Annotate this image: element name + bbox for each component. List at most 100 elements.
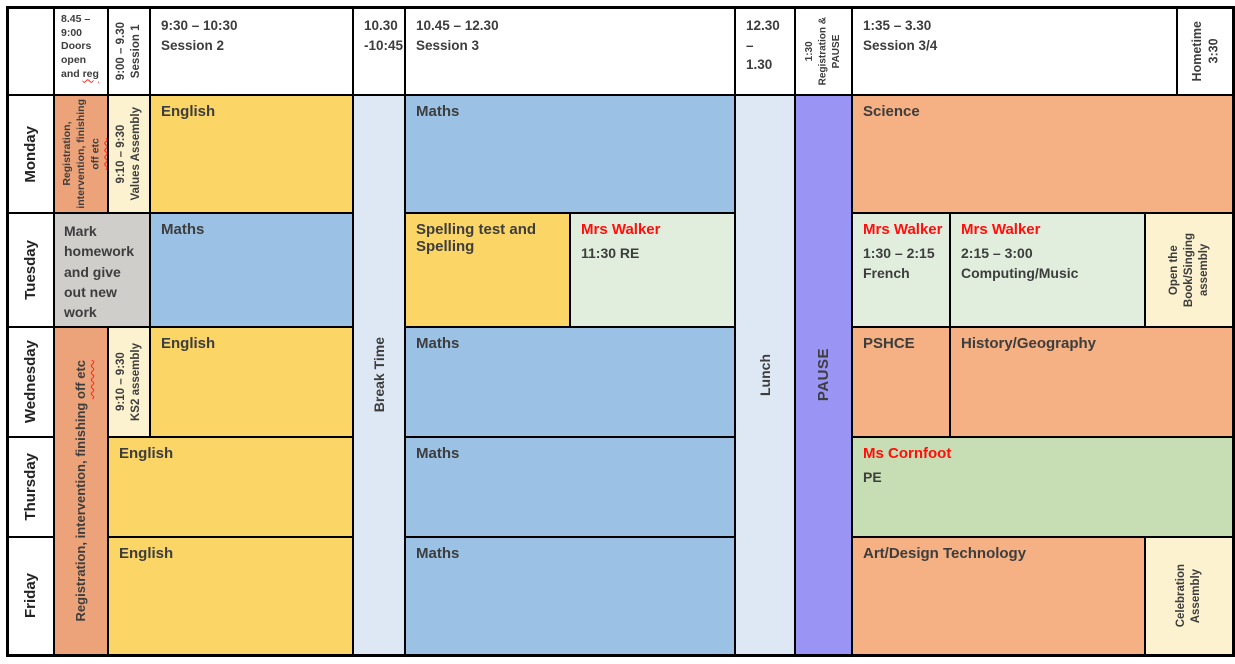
tuesday-french-time: 1:30 – 2:15 [863, 245, 935, 261]
header-session3: 10.45 – 12.30 Session 3 [405, 8, 735, 95]
cell-wednesday-history-geography: History/Geography [950, 327, 1233, 437]
wednesday-session34b-subject: History/Geography [961, 335, 1097, 352]
header-break-time-line2: -10:45 [364, 37, 404, 53]
wednesday-session2-subject: English [161, 335, 216, 352]
column-lunch: Lunch [735, 95, 795, 655]
cell-tuesday-open-the-book-assembly: Open the Book/Singing assembly [1145, 213, 1233, 327]
row-label-monday: Monday [8, 95, 54, 213]
header-session1-time: 9:00 – 9.30 [115, 22, 128, 81]
wed-fri-registration-misspelled: off etc [72, 360, 88, 400]
friday-session12-subject: English [119, 545, 174, 562]
tuesday-label: Tuesday [22, 240, 40, 300]
header-corner-blank [8, 8, 54, 95]
tuesday-computing-time: 2:15 – 3:00 [961, 245, 1033, 261]
wed-fri-registration-text: Registration, intervention, finishing [72, 402, 88, 622]
tuesday-morning-task-text: Mark homework and give out new work [64, 223, 135, 321]
tuesday-session2-subject: Maths [161, 221, 205, 238]
monday-session3-subject: Maths [416, 103, 460, 120]
header-session34-time: 1:35 – 3.30 [863, 18, 932, 33]
header-session1: 9:00 – 9.30 Session 1 [108, 8, 150, 95]
header-session2-time: 9:30 – 10:30 [161, 18, 238, 33]
header-hometime-label: Hometime [1189, 21, 1204, 82]
thursday-session3-subject: Maths [416, 445, 460, 462]
header-session3-label: Session 3 [416, 37, 480, 53]
cell-tuesday-morning-task: Mark homework and give out new work [54, 213, 150, 327]
header-lunch-time-line2: 1.30 [746, 57, 773, 73]
header-pause-label-line1: Registration & [817, 17, 829, 86]
wednesday-assembly-time: 9:10 – 9:30 [115, 352, 128, 412]
friday-label: Friday [22, 573, 40, 619]
row-label-tuesday: Tuesday [8, 213, 54, 327]
tuesday-computing-subject: Computing/Music [961, 265, 1079, 282]
cell-monday-registration: Registration, intervention, finishing of… [54, 95, 108, 213]
cell-wednesday-pshce: PSHCE [852, 327, 950, 437]
tuesday-french-teacher: Mrs Walker [863, 221, 943, 238]
tuesday-assembly-line1: Open the [1167, 245, 1180, 295]
header-lunch: 12.30 – 1.30 [735, 8, 795, 95]
monday-assembly-time: 9:10 – 9:30 [115, 124, 128, 184]
thursday-label: Thursday [22, 453, 40, 521]
row-label-wednesday: Wednesday [8, 327, 54, 437]
lunch-label: Lunch [756, 354, 773, 396]
monday-registration-line1: Registration, [60, 121, 73, 187]
cell-tuesday-maths: Maths [150, 213, 353, 327]
row-label-friday: Friday [8, 537, 54, 655]
friday-assembly-line2: Assembly [1190, 568, 1202, 624]
wednesday-label: Wednesday [22, 340, 40, 424]
header-break-time: 10.30 -10:45 [353, 8, 405, 95]
thursday-pe-teacher: Ms Cornfoot [863, 445, 952, 462]
cell-wednesday-ks2-assembly: 9:10 – 9:30 KS2 assembly [108, 327, 150, 437]
header-pause: 1:30 Registration & PAUSE [795, 8, 852, 95]
cell-wed-fri-registration: Registration, intervention, finishing of… [54, 327, 108, 655]
cell-tuesday-re: Mrs Walker 11:30 RE [570, 213, 735, 327]
column-pause: PAUSE [795, 95, 852, 655]
break-time-label: Break Time [370, 337, 387, 413]
tuesday-computing-teacher: Mrs Walker [961, 221, 1041, 238]
thursday-pe-subject: PE [863, 469, 882, 485]
header-doors-misspelled-word: reg [82, 67, 99, 80]
cell-monday-values-assembly: 9:10 – 9:30 Values Assembly [108, 95, 150, 213]
friday-session3-subject: Maths [416, 545, 460, 562]
row-label-thursday: Thursday [8, 437, 54, 537]
cell-wednesday-maths: Maths [405, 327, 735, 437]
cell-friday-celebration-assembly: Celebration Assembly [1145, 537, 1233, 655]
tuesday-assembly-line2: Book/Singing [1182, 232, 1195, 308]
tuesday-assembly-line3: assembly [1197, 243, 1210, 297]
cell-thursday-maths: Maths [405, 437, 735, 537]
wednesday-session34a-subject: PSHCE [863, 335, 915, 352]
header-lunch-time-line1: 12.30 – [746, 18, 780, 53]
tuesday-re-teacher: Mrs Walker [581, 221, 661, 238]
monday-registration-line2: intervention, finishing [74, 99, 87, 209]
header-hometime: Hometime 3:30 [1177, 8, 1233, 95]
thursday-session12-subject: English [119, 445, 174, 462]
header-doors-text: 8.45 – 9:00 Doors open and reg [61, 13, 104, 91]
header-session34-label: Session 3/4 [863, 37, 938, 53]
friday-session34a-subject: Art/Design Technology [863, 545, 1027, 562]
header-session3-time: 10.45 – 12.30 [416, 18, 499, 33]
header-session34: 1:35 – 3.30 Session 3/4 [852, 8, 1177, 95]
cell-friday-english: English [108, 537, 353, 655]
header-pause-label-line2: PAUSE [831, 34, 843, 69]
cell-monday-english: English [150, 95, 353, 213]
monday-registration-misspelled: off etc [89, 138, 102, 170]
cell-wednesday-english: English [150, 327, 353, 437]
wednesday-assembly-label: KS2 assembly [130, 343, 142, 421]
cell-tuesday-french: Mrs Walker 1:30 – 2:15 French [852, 213, 950, 327]
header-session2: 9:30 – 10:30 Session 2 [150, 8, 353, 95]
cell-monday-maths: Maths [405, 95, 735, 213]
monday-label: Monday [22, 125, 40, 183]
tuesday-session3a-subject: Spelling test and Spelling [416, 221, 537, 255]
header-doors-time: 8.45 – 9:00 Doors open and [61, 13, 92, 80]
header-break-time-line1: 10.30 [364, 18, 398, 33]
pause-label: PAUSE [814, 348, 832, 402]
friday-assembly-line1: Celebration [1175, 564, 1188, 628]
cell-monday-science: Science [852, 95, 1233, 213]
monday-session2-subject: English [161, 103, 216, 120]
cell-thursday-pe: Ms Cornfoot PE [852, 437, 1233, 537]
header-session2-label: Session 2 [161, 37, 225, 53]
column-break-time: Break Time [353, 95, 405, 655]
monday-session34-subject: Science [863, 103, 920, 120]
monday-assembly-label: Values Assembly [130, 107, 142, 201]
weekly-timetable: 8.45 – 9:00 Doors open and reg 9:00 – 9.… [6, 6, 1235, 657]
cell-thursday-english: English [108, 437, 353, 537]
